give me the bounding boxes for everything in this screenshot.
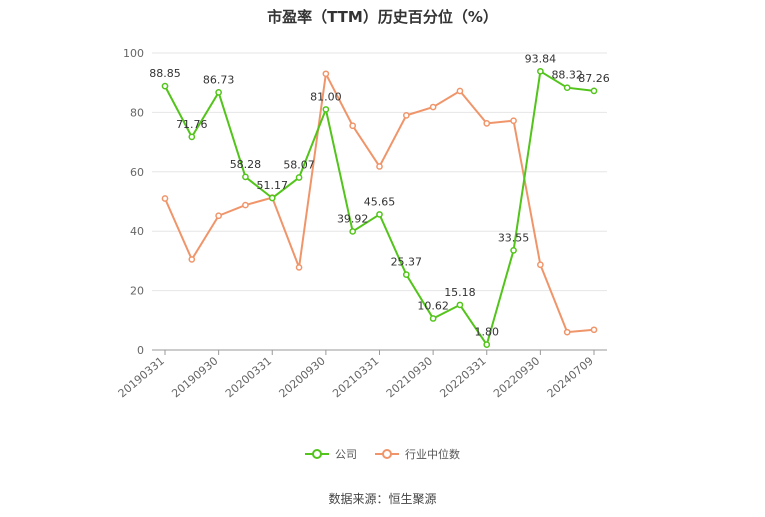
data-label: 33.55 [498, 231, 530, 244]
point-industry [242, 201, 249, 209]
legend-industry-swatch-icon [375, 449, 399, 459]
point-company [590, 87, 598, 95]
y-tick-label: 20 [130, 285, 144, 298]
point-industry [537, 261, 544, 269]
data-labels: 88.85 71.76 86.73 58.28 51.17 58.07 81.00 39.92… [149, 52, 610, 338]
legend-company-swatch-icon [305, 449, 329, 459]
y-tick-label: 0 [137, 344, 144, 357]
legend-company-label: 公司 [335, 448, 357, 461]
point-industry [590, 326, 598, 334]
x-tick-label: 20210331 [330, 354, 381, 400]
point-company [537, 67, 544, 75]
data-label: 51.17 [257, 179, 289, 192]
point-company [483, 341, 491, 349]
legend: 公司 行业中位数 [0, 446, 765, 462]
point-company [215, 89, 222, 96]
data-label: 45.65 [364, 195, 396, 208]
chart-title: 市盈率（TTM）历史百分位（%） [267, 8, 498, 26]
point-company [295, 174, 303, 181]
point-company [376, 211, 383, 218]
y-tick-label: 60 [130, 166, 144, 179]
y-tick-label: 40 [130, 225, 144, 238]
x-tick-label: 20200331 [223, 354, 274, 400]
legend-item-company[interactable]: 公司 [305, 446, 357, 462]
data-label: 39.92 [337, 212, 369, 225]
grid-lines [152, 52, 607, 292]
point-company [349, 228, 357, 235]
point-company [429, 315, 437, 322]
x-tick-label: 20190331 [116, 354, 167, 400]
y-tick-label: 80 [130, 106, 144, 119]
point-industry [215, 212, 222, 220]
line-chart: 0 20 40 60 80 100 20190331 20190930 20200331 2020… [116, 47, 610, 400]
data-label: 86.73 [203, 73, 235, 86]
point-company [161, 82, 169, 90]
data-label: 93.84 [525, 52, 557, 65]
x-tick-label: 20220930 [491, 354, 542, 400]
x-tick-label: 20210930 [384, 354, 435, 400]
series-layer [161, 67, 598, 349]
data-label: 58.28 [230, 158, 262, 171]
point-industry [483, 120, 491, 127]
point-company [322, 106, 330, 113]
point-company [402, 271, 410, 279]
source-note: 数据来源：恒生聚源 [328, 492, 437, 506]
point-industry [376, 163, 383, 170]
point-company [188, 133, 196, 141]
point-industry [295, 264, 303, 271]
data-label: 81.00 [310, 90, 342, 103]
x-tick-label: 20190930 [169, 354, 220, 400]
point-industry [402, 112, 410, 119]
point-company [242, 173, 249, 181]
data-label: 25.37 [391, 256, 423, 269]
point-industry [349, 122, 357, 130]
x-tick-label: 20240709 [545, 354, 596, 400]
point-company [456, 301, 464, 309]
point-company [510, 247, 517, 254]
point-industry [563, 328, 571, 336]
x-tick-label: 20200930 [277, 354, 328, 400]
point-industry [429, 103, 437, 111]
point-industry [322, 70, 330, 78]
data-label: 88.85 [149, 67, 181, 80]
point-company [563, 84, 571, 92]
data-label: 88.32 [551, 69, 583, 82]
point-industry [188, 256, 196, 263]
data-label: 10.62 [417, 299, 449, 312]
data-label: 58.07 [283, 159, 315, 172]
point-industry [456, 87, 464, 95]
data-label: 1.80 [475, 326, 500, 339]
legend-item-industry[interactable]: 行业中位数 [375, 446, 460, 462]
x-tick-label: 20220331 [437, 354, 488, 400]
point-industry [161, 195, 169, 202]
legend-industry-label: 行业中位数 [405, 448, 460, 461]
data-label: 71.76 [176, 118, 208, 131]
data-label: 87.26 [578, 72, 610, 85]
point-industry [510, 117, 517, 125]
point-company [268, 194, 276, 202]
y-tick-label: 100 [123, 47, 144, 60]
data-label: 15.18 [444, 286, 476, 299]
